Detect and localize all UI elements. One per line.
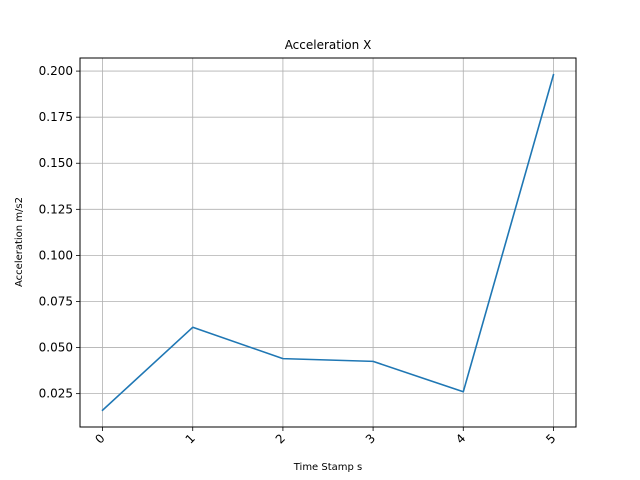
series-line <box>101 73 555 412</box>
axis-ticks: 0 1 2 3 4 50.0250.0500.0750.1000.1250.1500.17… <box>39 64 559 446</box>
plot-frame <box>79 57 577 428</box>
y-axis-label: Acceleration m/s2 <box>14 197 25 287</box>
y-tick-label: 0.025 <box>39 387 73 401</box>
y-tick-label: 0.125 <box>39 202 73 216</box>
y-tick-label: 0.075 <box>39 294 73 308</box>
y-tick-label: 0.050 <box>39 341 73 355</box>
x-axis-label: Time Stamp s <box>293 462 363 473</box>
y-tick-label: 0.175 <box>39 110 73 124</box>
y-tick-label: 0.100 <box>39 248 73 262</box>
plot-area <box>80 58 576 427</box>
y-tick-label: 0.150 <box>39 156 73 170</box>
y-tick-label: 0.200 <box>39 64 73 78</box>
chart-title: Acceleration X <box>285 38 372 52</box>
grid-lines <box>80 58 576 427</box>
data-series <box>101 73 555 412</box>
